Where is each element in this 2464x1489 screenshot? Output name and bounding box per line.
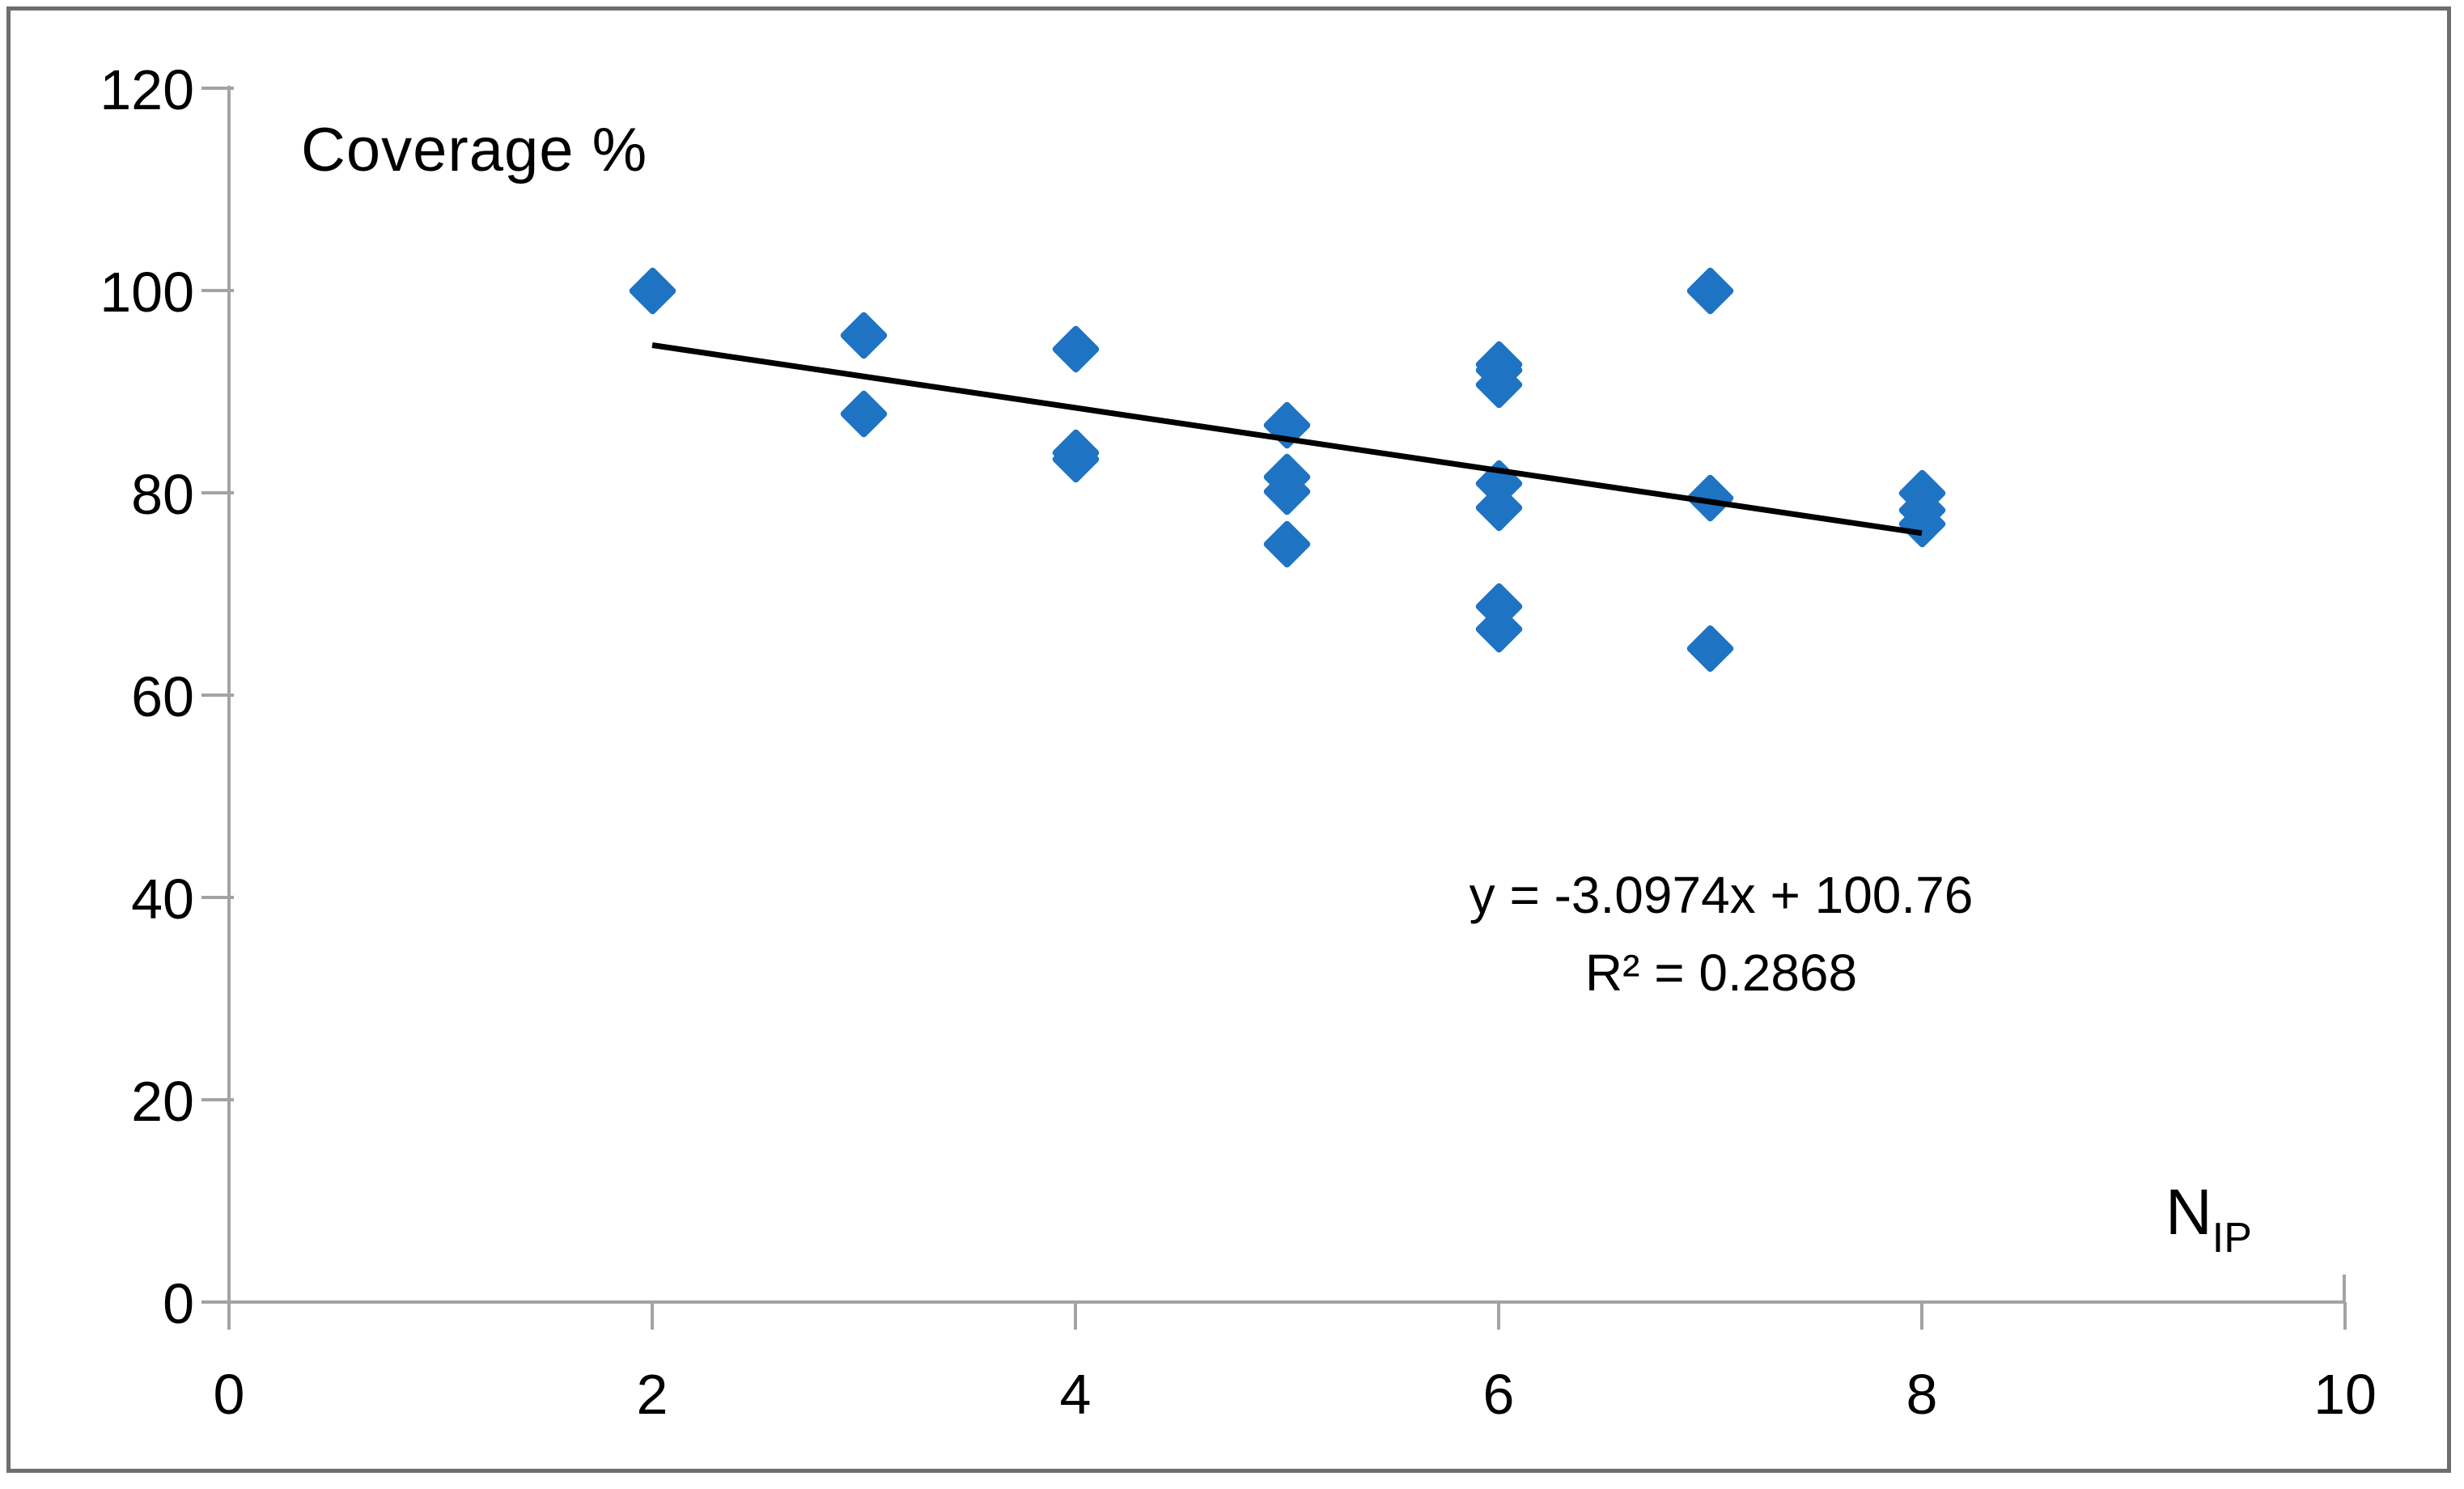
x-axis-end-tick: [2343, 1275, 2346, 1302]
chart-title: Coverage %: [301, 116, 648, 185]
x-axis-title-main: N: [2165, 1176, 2212, 1248]
x-tick: [1074, 1302, 1077, 1330]
y-tick: [201, 1300, 234, 1304]
chart-outer-border: [6, 6, 2451, 1473]
x-tick: [1497, 1302, 1500, 1330]
y-tick: [201, 289, 234, 292]
r-squared-line: R² = 0.2868: [1584, 944, 1858, 1002]
x-axis-title: NIP: [2165, 1180, 2252, 1262]
y-tick: [201, 694, 234, 697]
y-axis-line: [227, 86, 231, 1330]
x-tick-label: 6: [1482, 1363, 1515, 1426]
x-tick: [227, 1302, 231, 1330]
y-tick-label: 120: [100, 58, 194, 121]
equation-line: y = -3.0974x + 100.76: [1469, 866, 1974, 924]
y-tick: [201, 87, 234, 90]
y-tick: [201, 1098, 234, 1101]
x-tick: [1920, 1302, 1923, 1330]
y-tick-label: 60: [131, 665, 194, 728]
y-tick-label: 100: [100, 261, 194, 324]
x-tick: [651, 1302, 654, 1330]
x-axis-title-subscript: IP: [2212, 1215, 2252, 1262]
x-tick-label: 10: [2313, 1363, 2377, 1426]
x-tick-label: 0: [213, 1363, 245, 1426]
y-tick-label: 20: [131, 1070, 194, 1133]
y-tick-label: 80: [131, 463, 194, 526]
trendline-equation: y = -3.0974x + 100.76 R² = 0.2868: [1317, 856, 2126, 1012]
x-tick-label: 8: [1906, 1363, 1938, 1426]
x-tick-label: 2: [636, 1363, 668, 1426]
x-tick-label: 4: [1059, 1363, 1092, 1426]
y-tick-label: 40: [131, 868, 194, 931]
y-tick-label: 0: [163, 1272, 194, 1335]
y-tick: [201, 491, 234, 494]
y-tick: [201, 896, 234, 899]
x-axis-line: [201, 1300, 2346, 1304]
x-tick: [2343, 1302, 2347, 1330]
